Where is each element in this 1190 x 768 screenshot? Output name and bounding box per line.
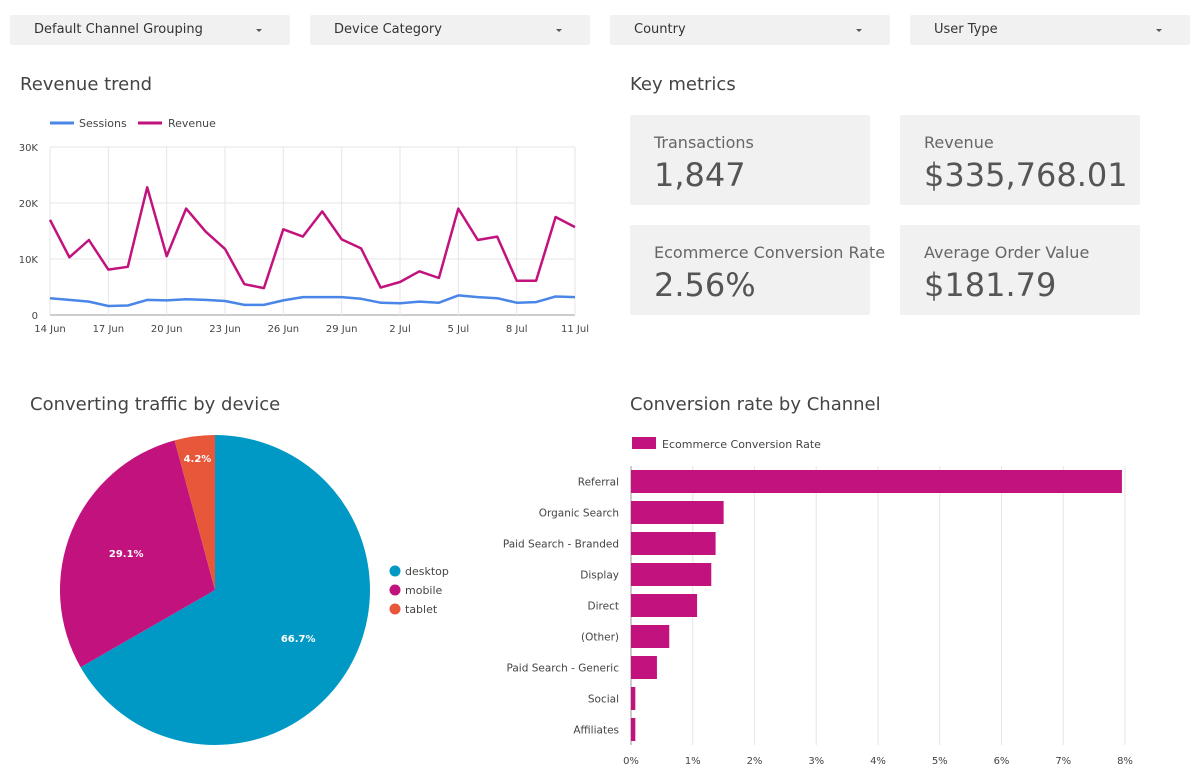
bar-social[interactable] <box>631 687 636 710</box>
legend-label-revenue: Revenue <box>168 117 216 130</box>
filter-default-channel-grouping[interactable]: Default Channel Grouping <box>10 15 290 45</box>
pie-data-label: 29.1% <box>109 549 144 560</box>
x-tick-label: 6% <box>994 756 1010 767</box>
legend-label-tablet: tablet <box>405 603 438 616</box>
legend-label-conversion-rate: Ecommerce Conversion Rate <box>662 438 821 451</box>
caret-down-icon <box>856 29 862 32</box>
x-tick-label: 1% <box>685 756 701 767</box>
pie-slice-desktop[interactable] <box>80 435 370 745</box>
legend-dot-desktop <box>389 565 401 577</box>
metric-label: Transactions <box>654 133 754 152</box>
legend-label-mobile: mobile <box>405 584 443 597</box>
pie-data-label: 4.2% <box>184 454 212 465</box>
x-tick-label: 17 Jun <box>93 324 125 335</box>
bar-organic-search[interactable] <box>631 501 724 524</box>
revenue-trend-title: Revenue trend <box>20 74 153 95</box>
metric-label: Revenue <box>924 133 994 152</box>
metric-label: Average Order Value <box>924 243 1090 262</box>
metric-value: 2.56% <box>654 266 756 304</box>
x-tick-label: 11 Jul <box>561 324 589 335</box>
x-tick-label: 8 Jul <box>506 324 528 335</box>
x-tick-label: 8% <box>1117 756 1133 767</box>
metric-card-revenue: Revenue $335,768.01 <box>900 115 1140 205</box>
bar-other[interactable] <box>631 625 670 648</box>
filter-country[interactable]: Country <box>610 15 890 45</box>
legend-label-sessions: Sessions <box>79 117 127 130</box>
line-legend: Sessions Revenue <box>50 117 216 130</box>
category-label: Referral <box>578 477 619 489</box>
y-tick-label: 10K <box>19 255 39 266</box>
metric-value: 1,847 <box>654 156 746 194</box>
bar-paid-search-branded[interactable] <box>631 532 716 555</box>
filter-user-type[interactable]: User Type <box>910 15 1190 45</box>
pie-slice-tablet[interactable] <box>174 435 215 590</box>
filter-label: Default Channel Grouping <box>34 22 203 37</box>
category-label: Affiliates <box>573 725 619 737</box>
metric-value: $335,768.01 <box>924 156 1128 194</box>
channel-chart-title: Conversion rate by Channel <box>630 394 881 415</box>
caret-down-icon <box>556 29 562 32</box>
x-tick-label: 5% <box>932 756 948 767</box>
x-tick-label: 2% <box>747 756 763 767</box>
x-tick-label: 26 Jun <box>268 324 300 335</box>
x-tick-label: 29 Jun <box>326 324 358 335</box>
bar-referral[interactable] <box>631 470 1122 493</box>
x-tick-label: 23 Jun <box>209 324 241 335</box>
metric-card-conversion-rate: Ecommerce Conversion Rate 2.56% <box>630 225 886 315</box>
legend-label-desktop: desktop <box>405 565 449 578</box>
metric-card-transactions: Transactions 1,847 <box>630 115 870 205</box>
filter-label: Country <box>634 22 686 37</box>
x-tick-label: 2 Jul <box>389 324 411 335</box>
filter-device-category[interactable]: Device Category <box>310 15 590 45</box>
caret-down-icon <box>256 29 262 32</box>
category-label: Display <box>580 570 619 582</box>
bar-affiliates[interactable] <box>631 718 636 741</box>
x-tick-label: 5 Jul <box>448 324 470 335</box>
series-line-sessions[interactable] <box>49 294 576 308</box>
metric-value: $181.79 <box>924 266 1057 304</box>
y-tick-label: 30K <box>19 143 39 154</box>
y-tick-label: 0 <box>32 311 38 322</box>
device-pie-chart[interactable]: 66.7% 29.1% 4.2% desktop mobile tablet <box>50 430 510 750</box>
bar-paid-search-generic[interactable] <box>631 656 657 679</box>
series-line-revenue[interactable] <box>48 186 576 290</box>
legend-dot-mobile <box>389 584 401 596</box>
key-metrics-title: Key metrics <box>630 74 736 95</box>
x-tick-label: 14 Jun <box>34 324 66 335</box>
category-label: Social <box>588 694 619 706</box>
category-label: (Other) <box>581 632 619 644</box>
revenue-trend-chart[interactable]: Sessions Revenue 0 10K 20K 30K 14 Jun 17 Jun 2… <box>0 105 600 345</box>
device-chart-title: Converting traffic by device <box>30 394 281 415</box>
legend-dot-tablet <box>389 603 401 615</box>
legend-swatch-conversion-rate <box>632 437 656 449</box>
metric-card-average-order-value: Average Order Value $181.79 <box>900 225 1140 315</box>
filter-label: Device Category <box>334 22 442 37</box>
bar-direct[interactable] <box>631 594 698 617</box>
pie-data-label: 66.7% <box>281 634 316 645</box>
x-tick-label: 4% <box>870 756 886 767</box>
x-tick-label: 7% <box>1055 756 1071 767</box>
category-label: Paid Search - Branded <box>503 539 619 551</box>
category-label: Paid Search - Generic <box>507 663 620 675</box>
bar-legend: Ecommerce Conversion Rate <box>632 437 821 451</box>
y-tick-label: 20K <box>19 199 39 210</box>
filter-label: User Type <box>934 22 998 37</box>
x-tick-label: 20 Jun <box>151 324 183 335</box>
metric-label: Ecommerce Conversion Rate <box>654 243 886 262</box>
channel-bar-chart[interactable]: Ecommerce Conversion Rate 0% 1% 2% 3% 4% 5% 6%… <box>480 430 1180 768</box>
category-label: Organic Search <box>539 508 619 520</box>
pie-slice-mobile[interactable] <box>59 440 215 668</box>
category-label: Direct <box>588 601 619 613</box>
x-tick-label: 0% <box>623 756 639 767</box>
bar-display[interactable] <box>631 563 712 586</box>
x-tick-label: 3% <box>808 756 824 767</box>
caret-down-icon <box>1156 29 1162 32</box>
